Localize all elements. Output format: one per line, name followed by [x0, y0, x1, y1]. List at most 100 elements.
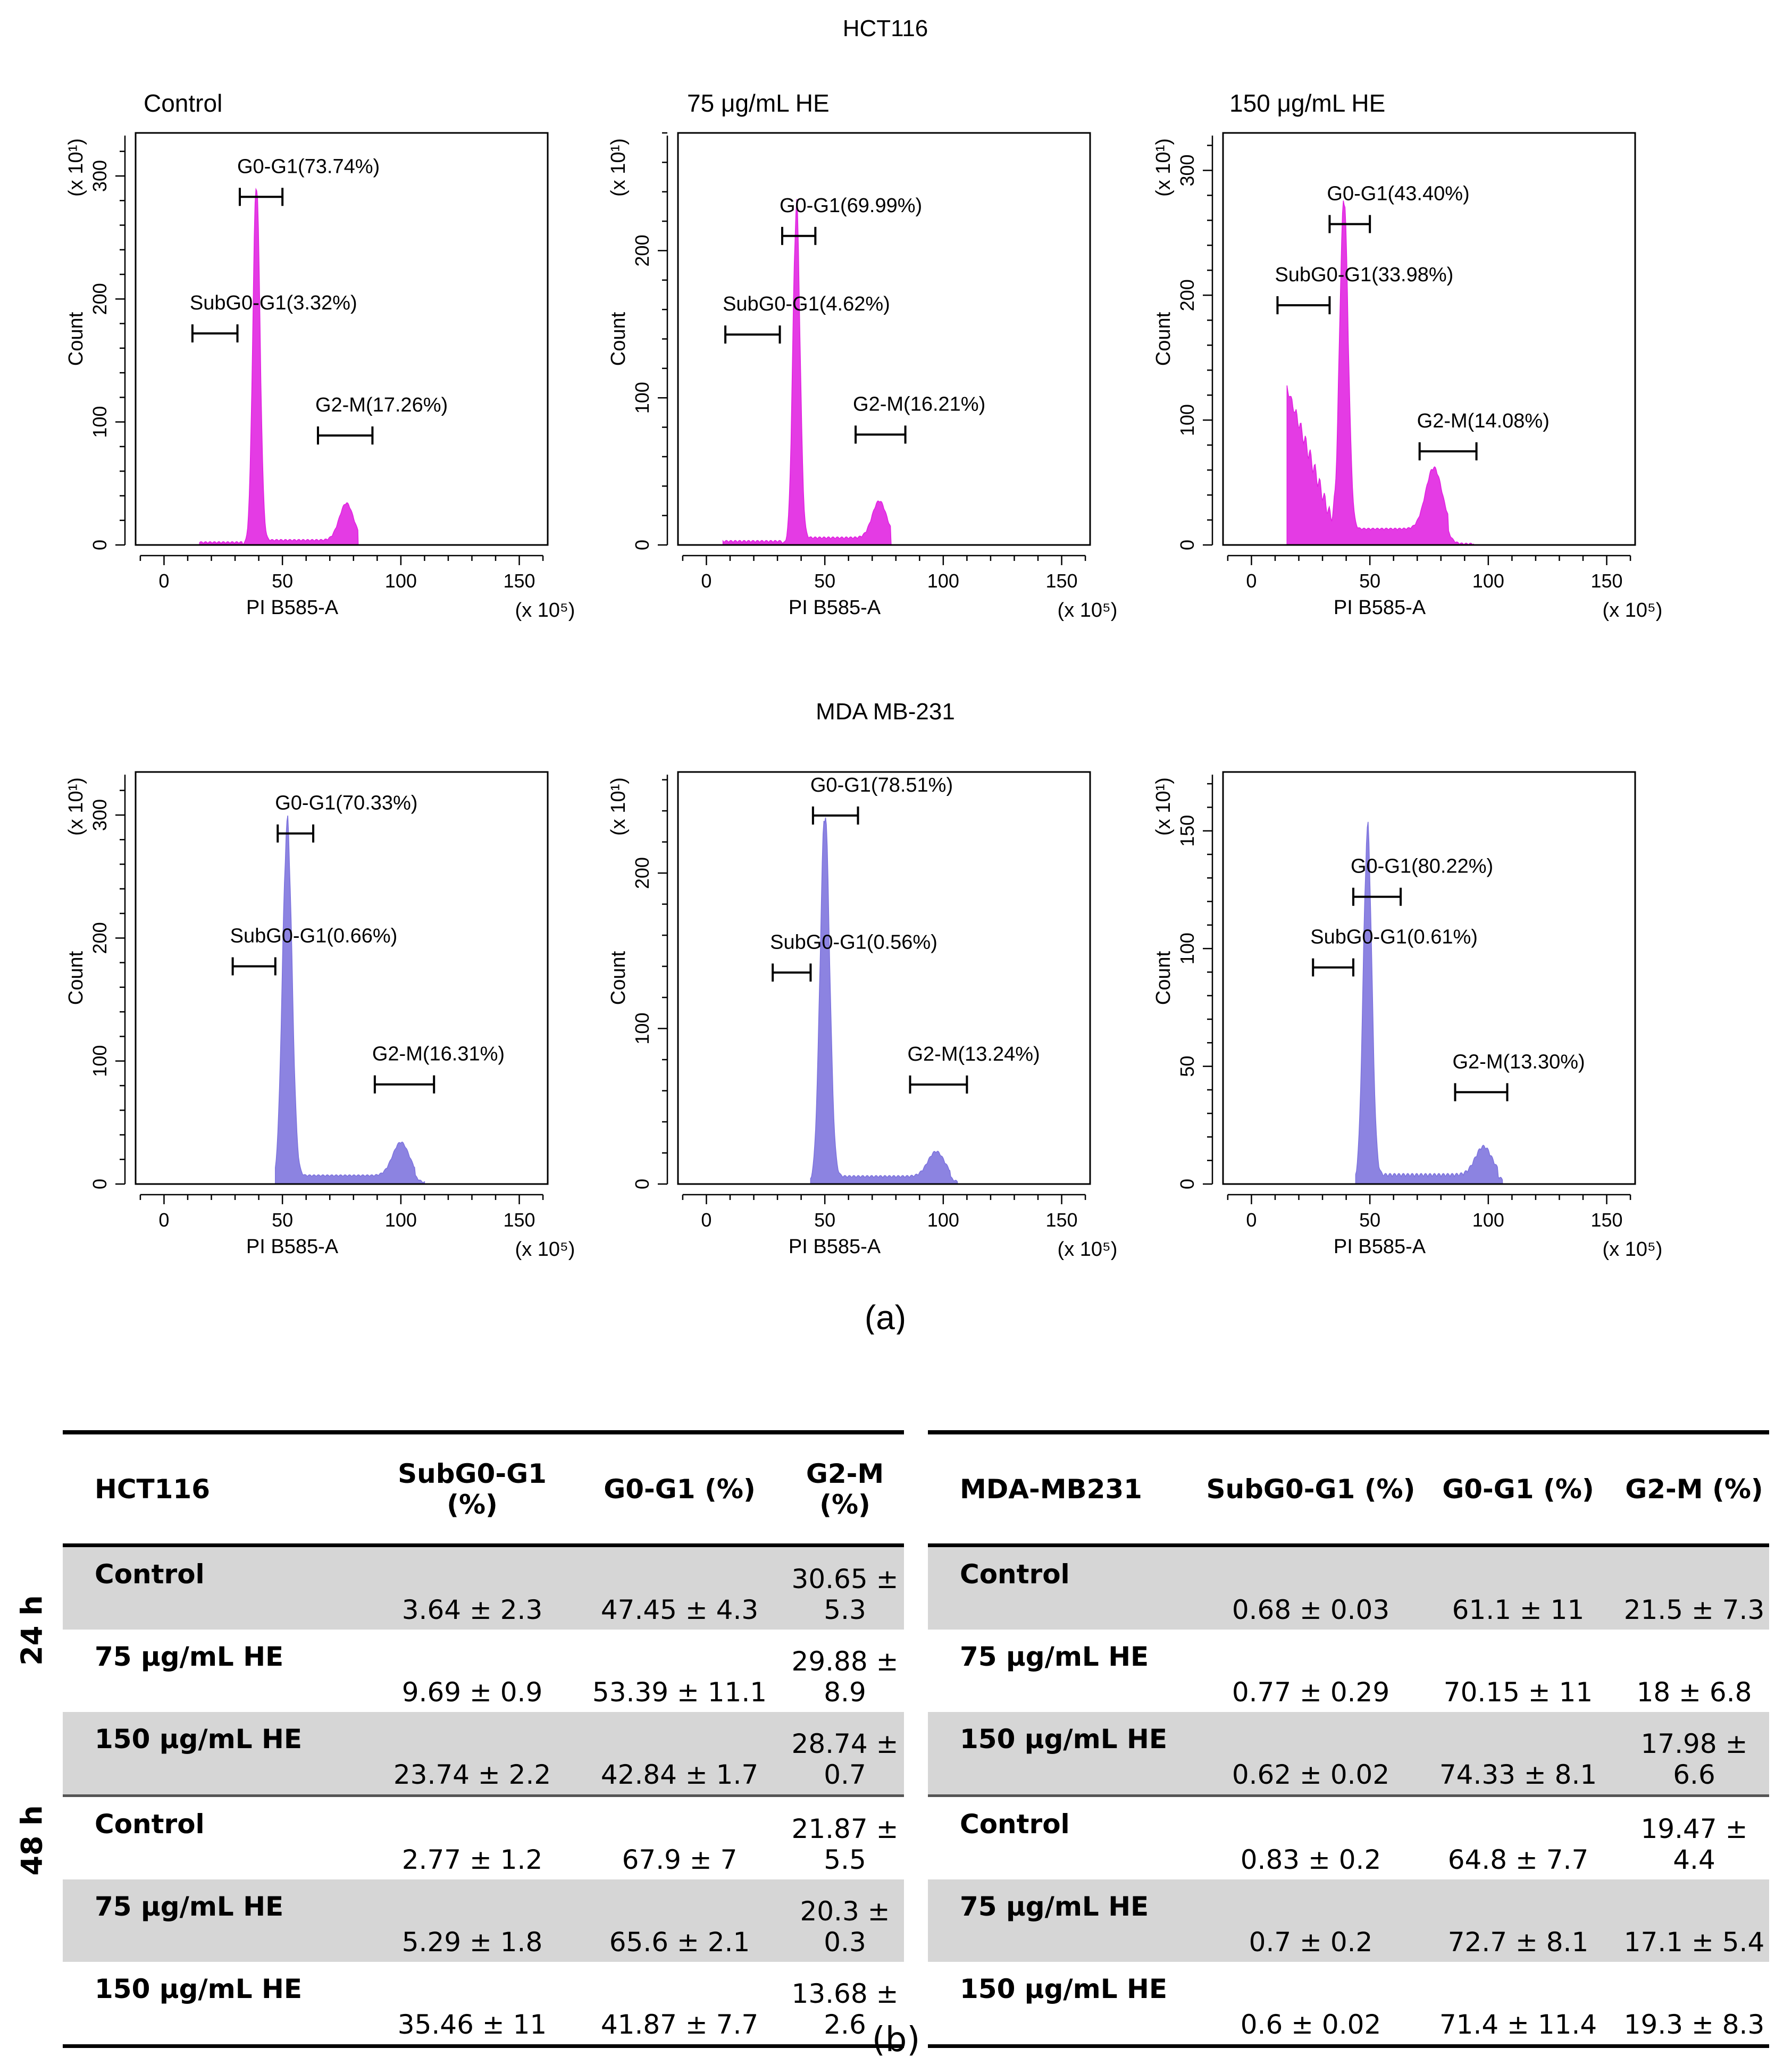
gate-subg0-g1	[231, 957, 277, 976]
mda-table: MDA-MB231 SubG0-G1 (%) G0-G1 (%) G2-M (%…	[928, 1430, 1769, 2048]
table-cell: 0.68 ± 0.03	[1204, 1545, 1417, 1630]
table-cell: 28.74 ± 0.7	[786, 1712, 904, 1797]
table-cell: 47.45 ± 4.3	[573, 1545, 786, 1630]
x-tick-label: 100	[385, 570, 417, 592]
x-axis-multiplier: (x 10⁵)	[515, 1238, 575, 1261]
table-row: 75 μg/mL HE 0.77 ± 0.29 70.15 ± 11 18 ± 6.8	[928, 1630, 1769, 1712]
x-axis-label: PI B585-A	[246, 597, 339, 619]
table-cell: 19.47 ± 4.4	[1640, 1814, 1748, 1875]
table-cell: 70.15 ± 11	[1443, 1677, 1593, 1708]
gate-g2-m	[1454, 1083, 1509, 1102]
table-cell: 23.74 ± 2.2	[371, 1712, 573, 1797]
table-cell: 53.39 ± 11.1	[592, 1677, 767, 1708]
y-tick-label: 300	[1176, 154, 1198, 186]
y-tick-label: 0	[89, 540, 111, 550]
y-tick-label: 100	[631, 382, 653, 414]
gate-label: G2-M(16.21%)	[853, 393, 985, 415]
table-row: 75 μg/mL HE 0.7 ± 0.2 72.7 ± 8.1 17.1 ± 5.4	[928, 1879, 1769, 1962]
x-axis-label: PI B585-A	[789, 1236, 881, 1258]
table-cell: 72.7 ± 8.1	[1417, 1879, 1619, 1962]
gate-label: SubG0-G1(0.61%)	[1310, 926, 1478, 948]
y-axis-label: Count	[65, 312, 87, 366]
table-cell: 0.83 ± 0.2	[1240, 1844, 1381, 1875]
gate-subg0-g1	[1312, 958, 1354, 977]
y-axis-multiplier: (x 10¹)	[1152, 777, 1175, 836]
histogram-3: 0 50 100 150 PI B585-A (x 10⁵) 0 100 200 300 Count…	[1152, 132, 1662, 622]
y-axis-label: Count	[607, 951, 630, 1005]
y-tick-label: 200	[631, 234, 653, 266]
y-tick-label: 0	[1176, 540, 1198, 550]
x-tick-label: 100	[1472, 570, 1504, 592]
y-axis-label: Count	[65, 951, 87, 1005]
time-label-24h: 24 h	[15, 1595, 49, 1666]
table-cell: 13.68 ± 2.6	[786, 1962, 904, 2048]
histogram-panels: 0 50 100 150 PI B585-A (x 10⁵) 0 100 200 300 Count…	[65, 132, 1662, 1261]
gate-label: G2-M(16.31%)	[372, 1043, 505, 1065]
row-condition-label: 75 μg/mL HE	[95, 1641, 284, 1672]
plot-frame	[677, 771, 1091, 1185]
gate-label: G0-G1(78.51%)	[810, 774, 953, 796]
plot-frame	[677, 132, 1091, 546]
plot-frame	[1222, 132, 1636, 546]
x-axis-label: PI B585-A	[1334, 1236, 1426, 1258]
x-axis-label: PI B585-A	[789, 597, 881, 619]
y-tick-label: 50	[1176, 1056, 1198, 1077]
plot-frame	[135, 771, 549, 1185]
y-tick-label: 200	[89, 922, 111, 954]
gate-label: SubG0-G1(0.66%)	[230, 925, 398, 947]
x-tick-label: 0	[158, 1209, 169, 1231]
condition-title-150: 150 μg/mL HE	[1229, 89, 1385, 117]
histogram-area	[275, 815, 425, 1185]
table-cell: 20.3 ± 0.3	[786, 1879, 904, 1962]
table-row: Control 3.64 ± 2.3 47.45 ± 4.3 30.65 ± 5.3	[63, 1545, 904, 1630]
row-condition-label: 75 μg/mL HE	[960, 1641, 1149, 1672]
plot-frame	[1222, 771, 1636, 1185]
x-tick-label: 100	[385, 1209, 417, 1231]
table-row: 150 μg/mL HE 0.62 ± 0.02 74.33 ± 8.1 17.98 …	[928, 1712, 1769, 1797]
gate-label: G2-M(13.24%)	[907, 1043, 1040, 1065]
y-axis-multiplier: (x 10¹)	[65, 777, 87, 836]
table-cell: 42.84 ± 1.7	[573, 1712, 786, 1797]
x-tick-label: 100	[1472, 1209, 1504, 1231]
x-tick-label: 150	[1591, 1209, 1623, 1231]
gate-label: G0-G1(69.99%)	[780, 195, 922, 217]
y-tick-label: 0	[631, 540, 653, 550]
x-tick-label: 0	[158, 570, 169, 592]
row-condition-label: 150 μg/mL HE	[63, 1712, 371, 1797]
x-tick-label: 50	[814, 570, 835, 592]
histogram-area	[199, 188, 359, 545]
y-axis-multiplier: (x 10¹)	[1152, 138, 1175, 197]
gate-label: SubG0-G1(3.32%)	[190, 292, 357, 314]
gate-label: G0-G1(73.74%)	[237, 155, 380, 178]
x-tick-label: 50	[272, 1209, 293, 1231]
table-row: 150 μg/mL HE 23.74 ± 2.2 42.84 ± 1.7 28.74 …	[63, 1712, 904, 1797]
table-cell: 65.6 ± 2.1	[573, 1879, 786, 1962]
y-tick-label: 300	[89, 799, 111, 831]
table-row: 150 μg/mL HE 0.6 ± 0.02 71.4 ± 11.4 19.3 ± …	[928, 1962, 1769, 2048]
x-tick-label: 0	[701, 570, 711, 592]
x-tick-label: 150	[1046, 570, 1078, 592]
gate-g2-m	[316, 426, 374, 445]
x-tick-label: 100	[927, 570, 959, 592]
histogram-5: 0 50 100 150 PI B585-A (x 10⁵) 0 100 200 Count (x …	[607, 771, 1118, 1261]
table-cell: 0.62 ± 0.02	[1204, 1712, 1417, 1797]
mda-header-g2m: G2-M (%)	[1619, 1430, 1769, 1547]
flow-cytometry-figure: HCT116 MDA MB-231 Control 75 μg/mL HE 15…	[65, 15, 1662, 1334]
time-label-48h: 48 h	[15, 1805, 49, 1876]
table-cell: 74.33 ± 8.1	[1417, 1712, 1619, 1797]
x-axis-multiplier: (x 10⁵)	[1058, 599, 1118, 622]
row-title-mda: MDA MB-231	[816, 699, 955, 725]
hct116-header-g0g1: G0-G1 (%)	[573, 1430, 786, 1547]
x-tick-label: 150	[1591, 570, 1623, 592]
histogram-area	[1286, 200, 1475, 545]
x-tick-label: 50	[1359, 1209, 1380, 1231]
hct116-header-subg1: SubG0-G1 (%)	[371, 1430, 573, 1547]
table-row: 75 μg/mL HE 5.29 ± 1.8 65.6 ± 2.1 20.3 ± 0.…	[63, 1879, 904, 1962]
y-tick-label: 200	[631, 857, 653, 889]
table-cell: 71.4 ± 11.4	[1417, 1962, 1619, 2048]
cell-cycle-tables: 24 h 48 h HCT116 SubG0-G1 (%) G0-G1 (%) …	[0, 1430, 1792, 2048]
x-tick-label: 150	[504, 570, 535, 592]
x-axis-multiplier: (x 10⁵)	[1058, 1238, 1118, 1261]
gate-label: SubG0-G1(0.56%)	[770, 931, 937, 953]
row-condition-label: 150 μg/mL HE	[63, 1962, 371, 2048]
